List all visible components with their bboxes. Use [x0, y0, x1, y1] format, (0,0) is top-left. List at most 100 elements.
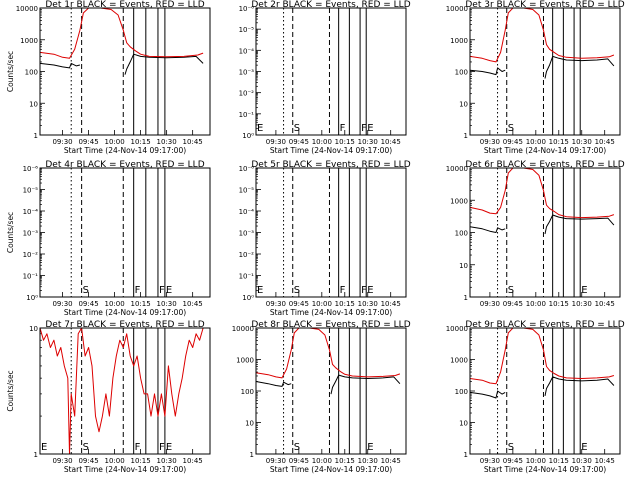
y-tick-label: 10⁻¹: [239, 273, 255, 281]
y-tick-label: 1: [34, 451, 38, 459]
x-tick-label: 10:45: [381, 457, 401, 465]
x-tick-label: 10:00: [526, 138, 546, 146]
x-tick-label: 10:30: [572, 457, 592, 465]
x-tick-label: 09:30: [266, 138, 286, 146]
lld-series: [469, 327, 615, 385]
x-tick-label: 09:45: [289, 138, 309, 146]
x-tick-label: 10:45: [381, 300, 401, 308]
event-marker-label: E: [166, 285, 172, 296]
lld-series: [39, 7, 204, 59]
x-tick-label: 10:45: [183, 300, 203, 308]
y-tick-label: 10⁻³: [239, 230, 255, 238]
event-marker-label: E: [367, 123, 373, 134]
panel-title: Det 1r BLACK = Events, RED = LLD: [45, 0, 204, 10]
plot-frame: [39, 327, 211, 455]
x-tick-label: 10:15: [335, 138, 355, 146]
panel-5: Det 5r BLACK = Events, RED = LLD 10⁰ 10⁻¹ 1…: [239, 160, 411, 317]
x-tick-label: 10:15: [549, 457, 569, 465]
plot-frame: [255, 167, 407, 298]
x-tick-label: 10:45: [595, 300, 615, 308]
plot-frame: [469, 167, 621, 298]
x-tick-label: 10:15: [335, 300, 355, 308]
event-marker-label: E: [367, 442, 373, 453]
x-tick-label: 10:15: [549, 300, 569, 308]
y-tick-label: 10: [459, 420, 468, 428]
x-tick-label: 10:00: [104, 138, 124, 146]
y-tick-label: 10000: [446, 325, 468, 333]
event-marker-label: E: [41, 442, 47, 453]
plot-frame: [255, 7, 407, 136]
x-tick-label: 10:00: [312, 300, 332, 308]
event-marker-label: S: [508, 442, 514, 453]
events-series: [39, 62, 81, 69]
event-marker-label: S: [294, 123, 300, 134]
panel-1: Det 1r BLACK = Events, RED = LLD 1 10 100 10…: [6, 0, 211, 155]
x-axis-label: Start Time (24-Nov-14 09:17:00): [64, 308, 186, 317]
x-tick-label: 10:00: [104, 457, 124, 465]
event-marker-label: F: [135, 442, 141, 453]
events-series: [469, 390, 506, 399]
plot-frame: [255, 327, 407, 455]
y-tick-label: 10⁻⁶: [239, 5, 255, 13]
event-marker-label: F: [135, 285, 141, 296]
y-tick-label: 10: [459, 100, 468, 108]
panel-8: Det 8r BLACK = Events, RED = LLD 1 10 100 10…: [232, 320, 411, 474]
x-tick-label: 09:30: [266, 300, 286, 308]
y-tick-label: 1000: [450, 37, 468, 45]
event-marker-label: F: [361, 285, 367, 296]
y-tick-label: 10000: [446, 5, 468, 13]
x-tick-label: 10:30: [157, 300, 177, 308]
y-tick-label: 10⁻²: [239, 251, 255, 259]
x-tick-label: 09:45: [503, 300, 523, 308]
y-tick-label: 10000: [446, 165, 468, 173]
x-tick-label: 09:45: [78, 457, 98, 465]
x-tick-label: 09:45: [503, 138, 523, 146]
panel-7: Det 7r BLACK = Events, RED = LLD 1 10 09:30…: [6, 320, 211, 474]
event-marker-label: F: [340, 123, 346, 134]
plot-frame: [39, 167, 211, 298]
y-tick-label: 10⁰: [242, 294, 254, 302]
y-tick-label: 1: [250, 451, 254, 459]
panel-3: Det 3r BLACK = Events, RED = LLD 1 10 100 10…: [446, 0, 625, 155]
event-marker-label: F: [159, 285, 165, 296]
event-marker-label: E: [166, 442, 172, 453]
x-tick-label: 10:15: [131, 300, 151, 308]
y-tick-label: 10⁻⁴: [239, 47, 255, 55]
x-tick-label: 10:15: [335, 457, 355, 465]
y-tick-label: 10: [245, 420, 254, 428]
events-series: [544, 55, 615, 79]
panel-title: Det 8r BLACK = Events, RED = LLD: [251, 320, 410, 330]
y-tick-label: 100: [455, 69, 468, 77]
y-tick-label: 10⁻⁶: [239, 165, 255, 173]
x-tick-label: 10:45: [595, 138, 615, 146]
x-axis-label: Start Time (24-Nov-14 09:17:00): [64, 465, 186, 474]
panel-title: Det 2r BLACK = Events, RED = LLD: [251, 0, 410, 10]
lld-series: [255, 327, 401, 379]
x-axis-label: Start Time (24-Nov-14 09:17:00): [270, 146, 392, 155]
x-tick-label: 09:45: [289, 300, 309, 308]
event-marker-label: F: [361, 123, 367, 134]
x-tick-label: 10:30: [358, 300, 378, 308]
y-tick-label: 10⁻⁵: [239, 187, 255, 195]
event-marker-label: E: [581, 285, 587, 296]
y-tick-label: 100: [455, 230, 468, 238]
y-tick-label: 10⁻⁵: [239, 26, 255, 34]
y-tick-label: 1: [464, 451, 468, 459]
x-tick-label: 09:30: [480, 138, 500, 146]
event-marker-label: E: [257, 123, 263, 134]
event-marker-label: S: [508, 123, 514, 134]
x-tick-label: 10:00: [104, 300, 124, 308]
x-tick-label: 10:45: [381, 138, 401, 146]
y-tick-label: 10⁻⁶: [23, 165, 39, 173]
x-tick-label: 10:00: [312, 457, 332, 465]
y-tick-label: 10⁻³: [239, 69, 255, 77]
x-tick-label: 10:30: [157, 457, 177, 465]
x-tick-label: 10:45: [183, 457, 203, 465]
x-tick-label: 10:15: [549, 138, 569, 146]
panel-title: Det 7r BLACK = Events, RED = LLD: [45, 320, 204, 330]
x-axis-label: Start Time (24-Nov-14 09:17:00): [270, 308, 392, 317]
panel-4: Det 4r BLACK = Events, RED = LLD 10⁰ 10⁻¹ 1…: [6, 160, 211, 317]
y-tick-label: 10⁻⁴: [239, 208, 255, 216]
panel-2: Det 2r BLACK = Events, RED = LLD 10⁰ 10⁻¹ 1…: [239, 0, 411, 155]
x-tick-label: 09:45: [78, 138, 98, 146]
